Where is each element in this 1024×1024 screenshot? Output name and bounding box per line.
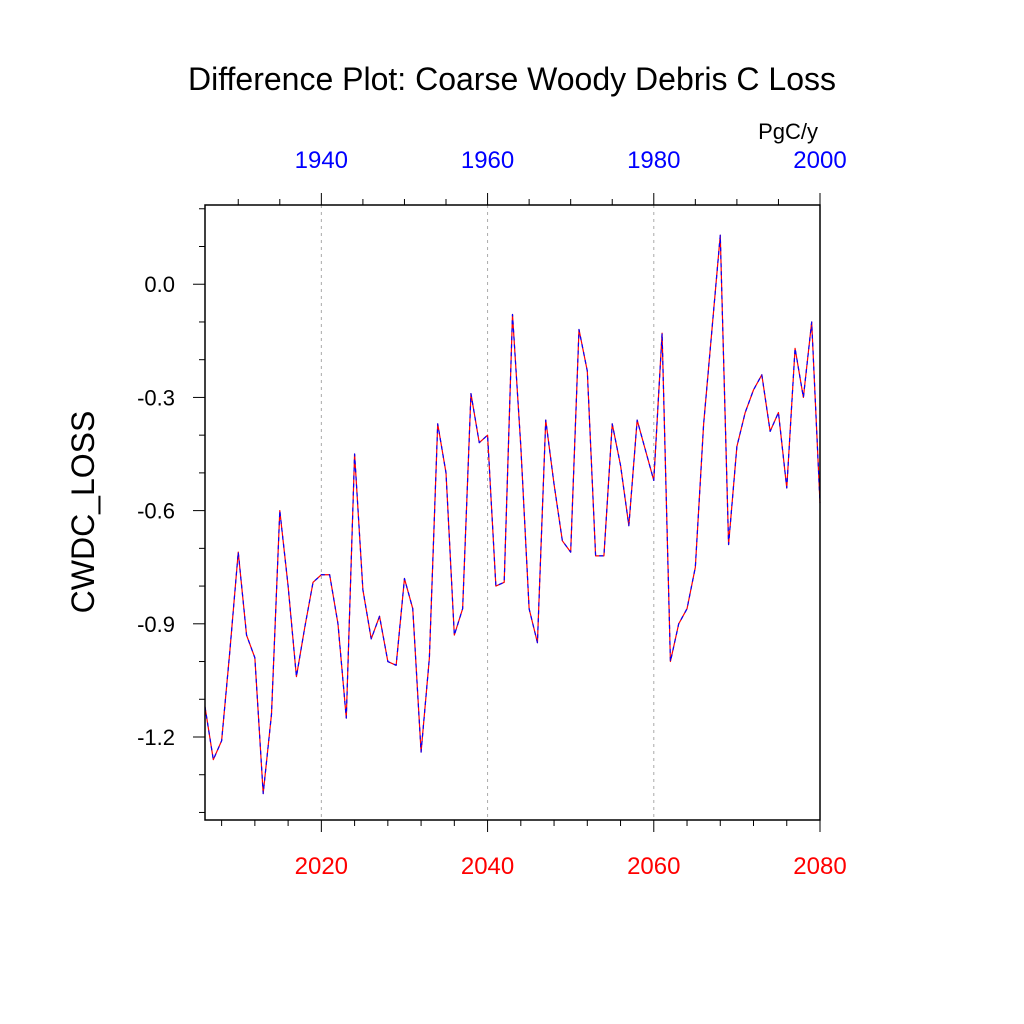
x-top-tick-label: 1980 xyxy=(627,147,680,174)
axis-ticks xyxy=(193,193,821,832)
plot-frame xyxy=(204,204,821,821)
series-line-blue-dashed xyxy=(204,234,821,795)
series-group xyxy=(204,234,821,795)
x-bottom-tick-label: 2020 xyxy=(295,853,348,880)
x-top-tick-label: 1940 xyxy=(295,147,348,174)
x-top-tick-labels: 1940 1960 1980 2000 xyxy=(295,147,847,174)
y-tick-label: -0.9 xyxy=(137,612,175,637)
y-tick-labels: 0.0 -0.3 -0.6 -0.9 -1.2 xyxy=(137,272,175,750)
x-top-tick-label: 1960 xyxy=(461,147,514,174)
chart-title: Difference Plot: Coarse Woody Debris C L… xyxy=(188,61,836,97)
x-top-tick-label: 2000 xyxy=(793,147,846,174)
gridlines xyxy=(320,205,655,820)
x-bottom-tick-labels: 2020 2040 2060 2080 xyxy=(295,853,847,880)
y-tick-label: -1.2 xyxy=(137,725,175,750)
y-axis-label: CWDC_LOSS xyxy=(65,411,101,614)
y-tick-label: -0.6 xyxy=(137,499,175,524)
units-label: PgC/y xyxy=(758,119,818,144)
x-bottom-tick-label: 2060 xyxy=(627,853,680,880)
y-tick-label: -0.3 xyxy=(137,385,175,410)
x-bottom-tick-label: 2040 xyxy=(461,853,514,880)
x-bottom-tick-label: 2080 xyxy=(793,853,846,880)
y-tick-label: 0.0 xyxy=(144,272,175,297)
